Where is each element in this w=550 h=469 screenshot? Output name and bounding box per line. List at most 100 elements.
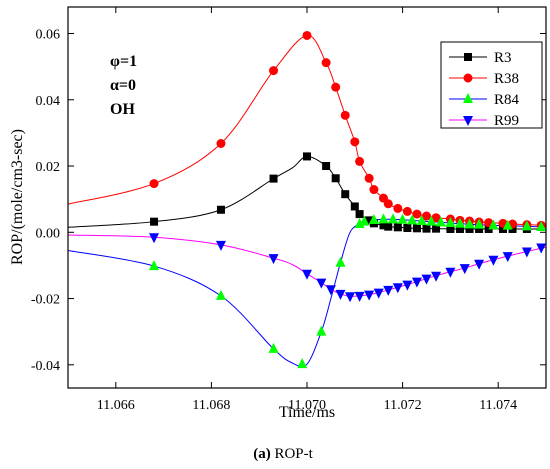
marker-r99 [149, 233, 160, 244]
caption-label: (a) [253, 446, 271, 462]
marker-r99 [488, 255, 499, 266]
marker-r84 [407, 214, 418, 225]
legend-marker-r84 [463, 93, 473, 103]
marker-r3 [350, 202, 359, 211]
marker-r38 [402, 206, 412, 216]
marker-r84 [474, 218, 485, 229]
marker-r99 [325, 285, 336, 296]
marker-r38 [350, 137, 360, 147]
marker-r38 [393, 203, 403, 213]
marker-r84 [268, 342, 279, 353]
legend-label-r38: R38 [494, 71, 519, 87]
series-markers-r84 [149, 213, 547, 369]
marker-r99 [335, 289, 346, 300]
marker-r84 [502, 219, 513, 230]
marker-r38 [331, 82, 341, 92]
marker-r99 [354, 291, 365, 302]
marker-r84 [297, 358, 308, 369]
legend-label-r99: R99 [494, 113, 519, 129]
marker-r38 [383, 199, 393, 209]
series-markers-r99 [149, 233, 547, 303]
marker-r84 [316, 325, 327, 336]
marker-r3 [365, 216, 374, 225]
marker-r3 [303, 152, 311, 161]
marker-r38 [216, 138, 226, 148]
marker-r84 [215, 289, 226, 300]
marker-r38 [321, 58, 331, 68]
series-markers [149, 30, 547, 369]
marker-r3 [432, 224, 441, 233]
y-tick-label: -0.04 [31, 359, 60, 374]
marker-r84 [426, 215, 437, 226]
marker-r84 [536, 220, 547, 231]
marker-r99 [431, 271, 442, 282]
marker-r99 [316, 278, 327, 289]
annotation-alpha: α=0 [110, 77, 136, 94]
marker-r84 [454, 217, 465, 228]
marker-r99 [383, 285, 394, 296]
marker-r3 [403, 223, 412, 232]
marker-r84 [435, 216, 446, 227]
annotation-species: OH [110, 101, 135, 118]
y-tick-label: -0.02 [31, 293, 60, 308]
marker-r99 [459, 264, 470, 275]
marker-r84 [359, 215, 370, 226]
marker-r38 [369, 185, 379, 195]
marker-r38 [149, 179, 159, 189]
marker-r38 [364, 173, 374, 183]
marker-r99 [302, 269, 312, 280]
legend-marker-r99 [463, 116, 473, 126]
marker-r38 [422, 211, 431, 221]
marker-r3 [384, 222, 393, 231]
y-tick-label: 0.02 [36, 160, 61, 175]
x-tick-label: 11.068 [192, 398, 230, 413]
marker-r3 [379, 221, 388, 230]
marker-r99 [521, 247, 532, 258]
marker-r84 [335, 256, 346, 267]
marker-r99 [268, 254, 279, 265]
series-line-r84 [68, 218, 546, 368]
figure-caption: (a) ROP-t [253, 446, 313, 462]
y-tick-labels: -0.04 -0.02 0.00 0.02 0.04 0.06 [31, 28, 60, 374]
x-axis-title: Time/ms [279, 404, 335, 421]
marker-r3 [331, 174, 340, 183]
y-tick-label: 0.06 [36, 28, 61, 43]
legend-label-r84: R84 [494, 92, 520, 108]
marker-r3 [216, 205, 225, 214]
marker-r3 [393, 223, 402, 232]
marker-r3 [322, 162, 331, 171]
x-tick-label: 11.070 [288, 398, 326, 413]
marker-r84 [521, 220, 532, 231]
legend-box [440, 41, 543, 129]
marker-r84 [445, 217, 456, 228]
marker-r99 [364, 290, 375, 301]
marker-r3 [422, 224, 431, 233]
legend: R3 R38 R84 R99 [440, 41, 543, 129]
marker-r84 [464, 218, 475, 229]
marker-r38 [302, 30, 312, 40]
tick-marks [68, 7, 546, 388]
marker-r3 [412, 224, 421, 233]
x-tick-labels: 11.066 11.068 11.070 11.072 11.074 [97, 398, 517, 413]
y-axis-title: ROP/(mole/cm3-sec) [9, 129, 26, 265]
marker-r84 [378, 213, 389, 224]
marker-r99 [474, 259, 485, 270]
marker-r3 [446, 224, 455, 233]
marker-r3 [341, 190, 350, 199]
x-tick-label: 11.074 [479, 398, 517, 413]
marker-r99 [345, 292, 356, 303]
series-line-r3 [68, 155, 546, 230]
marker-r99 [445, 267, 456, 278]
marker-r38 [431, 213, 441, 223]
marker-r3 [455, 224, 464, 233]
marker-r3 [465, 224, 474, 233]
marker-r84 [368, 214, 379, 225]
marker-r38 [412, 209, 422, 219]
y-tick-label: 0.04 [36, 94, 61, 109]
marker-r99 [502, 252, 513, 263]
marker-r84 [149, 260, 160, 271]
marker-r99 [373, 288, 384, 299]
series-line-r99 [68, 234, 546, 297]
x-tick-label: 11.072 [384, 398, 422, 413]
